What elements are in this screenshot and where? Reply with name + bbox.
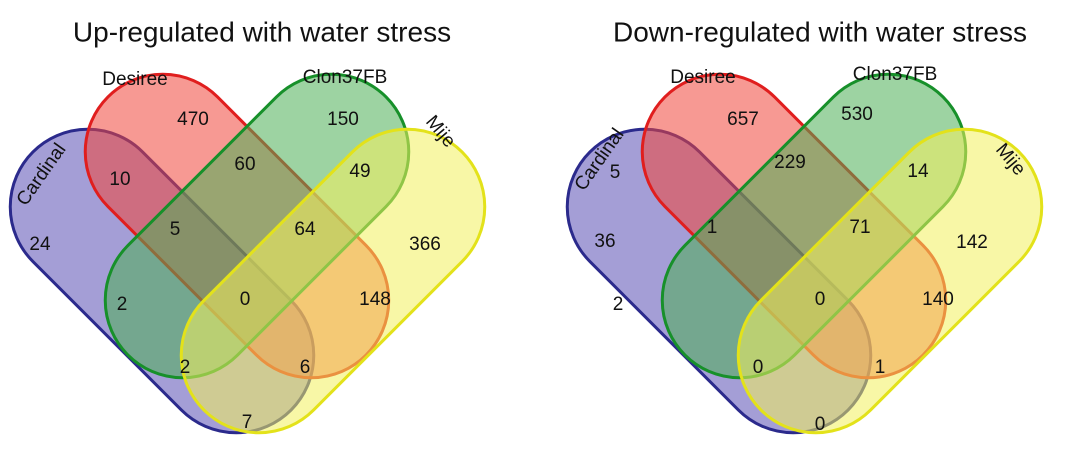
set-label: Desiree (670, 67, 735, 88)
region-count: 5 (170, 219, 181, 240)
region-count: 0 (753, 357, 764, 378)
region-count: 229 (774, 152, 806, 173)
region-count: 1 (875, 357, 886, 378)
region-count: 0 (815, 289, 826, 310)
region-count: 14 (907, 161, 929, 182)
set-label: Clon37FB (303, 67, 388, 88)
set-label: Desiree (102, 69, 167, 90)
panel-title: Down-regulated with water stress (613, 16, 1027, 47)
panel-title: Up-regulated with water stress (73, 16, 451, 47)
set-label: Clon37FB (853, 64, 938, 85)
region-count: 36 (594, 231, 615, 252)
region-count: 0 (240, 289, 251, 310)
venn-panel: Down-regulated with water stressCardinal… (565, 16, 1044, 435)
region-count: 2 (180, 357, 191, 378)
region-count: 530 (841, 104, 873, 125)
region-count: 1 (707, 217, 718, 238)
set-shape (736, 127, 1044, 435)
region-count: 140 (922, 289, 954, 310)
region-count: 60 (234, 154, 255, 175)
region-count: 24 (29, 234, 51, 255)
region-count: 2 (117, 294, 128, 315)
region-count: 0 (815, 414, 826, 435)
region-count: 366 (409, 234, 441, 255)
region-count: 150 (327, 109, 359, 130)
region-count: 10 (109, 169, 130, 190)
venn-panel: Up-regulated with water stressCardinalDe… (8, 16, 487, 435)
region-count: 49 (349, 161, 370, 182)
region-count: 2 (613, 294, 624, 315)
set-shape (179, 127, 487, 435)
region-count: 6 (300, 357, 311, 378)
region-count: 142 (956, 232, 988, 253)
region-count: 148 (359, 289, 391, 310)
region-count: 470 (177, 109, 209, 130)
region-count: 64 (294, 219, 316, 240)
region-count: 71 (849, 217, 870, 238)
region-count: 5 (610, 162, 621, 183)
region-count: 7 (242, 412, 253, 433)
region-count: 657 (727, 109, 759, 130)
